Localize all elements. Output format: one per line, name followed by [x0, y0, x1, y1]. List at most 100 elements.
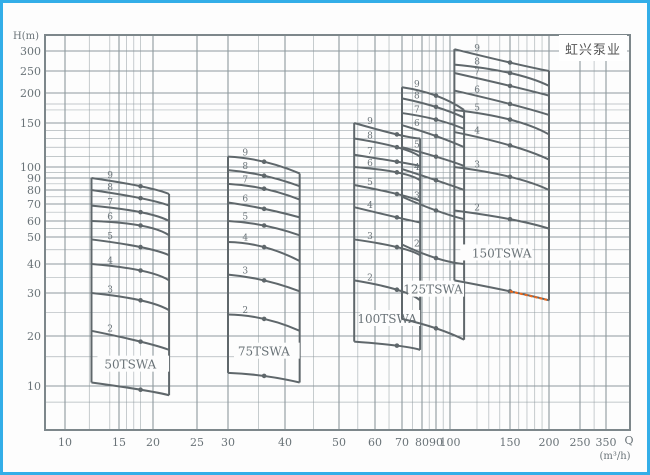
rated-point	[261, 244, 267, 250]
rated-point	[507, 101, 513, 107]
stage-label: 2	[367, 274, 373, 284]
model-label: 100TSWA	[357, 312, 417, 326]
stage-label: 2	[242, 306, 248, 316]
x-tick-label: 350	[596, 436, 617, 449]
rated-point	[394, 170, 400, 175]
stage-label: 8	[107, 183, 113, 193]
rated-point	[433, 255, 439, 261]
stage-label: 7	[367, 147, 373, 157]
rated-point	[507, 60, 513, 65]
x-tick-label: 20	[146, 436, 160, 449]
rated-point	[433, 208, 439, 213]
stage-curve	[354, 137, 421, 158]
rated-point	[138, 268, 143, 273]
stage-label: 9	[242, 148, 248, 158]
y-tick-label: 10	[27, 380, 41, 393]
rated-point	[138, 223, 143, 228]
y-tick-label: 60	[27, 215, 41, 228]
stage-label: 6	[107, 213, 113, 223]
stage-label: 5	[107, 232, 113, 242]
stage-label: 8	[414, 91, 420, 101]
y-tick-label: 150	[20, 117, 41, 130]
stage-label: 6	[474, 85, 480, 95]
brand-label: 虹兴泵业	[559, 35, 627, 61]
rated-point	[394, 191, 400, 197]
x-tick-label: 30	[221, 436, 235, 449]
x-axis-label: Q	[624, 434, 633, 447]
rated-point	[261, 373, 267, 379]
model-label-bg	[408, 280, 465, 297]
stage-curve	[91, 381, 170, 397]
rated-point	[507, 216, 513, 222]
y-tick-label: 30	[27, 287, 41, 300]
rated-point	[507, 83, 513, 89]
rated-point	[138, 209, 143, 215]
stage-curve	[91, 220, 170, 237]
rated-point	[394, 215, 400, 220]
stage-curve	[91, 292, 170, 312]
x-axis-unit: (m³/h)	[599, 451, 630, 462]
rated-point	[507, 117, 513, 122]
rated-point	[138, 387, 143, 393]
x-tick-label: 80	[415, 436, 429, 449]
stage-label: 5	[414, 141, 420, 151]
stage-label: 9	[367, 117, 373, 127]
stage-label: 3	[414, 192, 420, 202]
stage-curve	[401, 317, 465, 341]
stage-label: 8	[242, 162, 248, 172]
x-tick-label: 60	[368, 436, 382, 449]
stage-label: 7	[414, 105, 420, 115]
stage-label: 3	[367, 232, 373, 242]
rated-point	[394, 159, 400, 165]
stage-label: 3	[474, 160, 480, 170]
stage-label: 9	[414, 80, 420, 90]
rated-point	[138, 195, 143, 201]
x-tick-label: 25	[190, 436, 204, 449]
x-tick-label: 90	[429, 436, 443, 449]
stage-curve	[353, 206, 421, 224]
highlight-segment	[509, 290, 550, 302]
rated-point	[394, 144, 400, 150]
x-tick-label: 100	[440, 436, 461, 449]
stage-label: 6	[242, 195, 248, 205]
stage-label: 4	[414, 163, 420, 173]
stage-label: 4	[107, 256, 113, 266]
rated-point	[261, 173, 267, 179]
model-label: 125TSWA	[403, 283, 463, 297]
stage-label: 4	[474, 127, 480, 137]
stage-curve	[354, 340, 421, 351]
rated-point	[138, 298, 143, 303]
rated-point	[394, 343, 400, 348]
y-tick-label: 50	[27, 231, 41, 244]
plot-frame	[44, 34, 631, 431]
stage-label: 2	[474, 204, 480, 214]
y-tick-label: 250	[20, 65, 41, 78]
model-label: 75TSWA	[238, 345, 290, 359]
stage-curve	[227, 220, 301, 237]
x-tick-label: 40	[278, 436, 292, 449]
y-tick-label: 80	[27, 184, 41, 197]
stage-curve	[91, 238, 170, 257]
model-label: 150TSWA	[472, 246, 532, 260]
stage-label: 3	[242, 267, 248, 277]
stage-curve	[91, 329, 170, 351]
rated-point	[433, 93, 439, 98]
y-tick-label: 100	[20, 161, 41, 174]
rated-point	[261, 159, 267, 165]
model-label-bg	[97, 355, 170, 372]
x-tick-label: 150	[500, 436, 521, 449]
y-tick-label: 200	[20, 87, 41, 100]
x-tick-label: 200	[539, 436, 560, 449]
model-label-bg	[360, 310, 421, 327]
stage-label: 7	[107, 198, 113, 208]
rated-point	[433, 104, 439, 110]
y-axis-label: H(m)	[13, 31, 39, 42]
y-tick-label: 20	[27, 330, 41, 343]
stage-label: 5	[367, 178, 373, 188]
x-tick-label: 50	[332, 436, 346, 449]
stage-label: 9	[474, 44, 480, 54]
x-tick-label: 15	[112, 436, 126, 449]
rated-point	[138, 244, 143, 250]
